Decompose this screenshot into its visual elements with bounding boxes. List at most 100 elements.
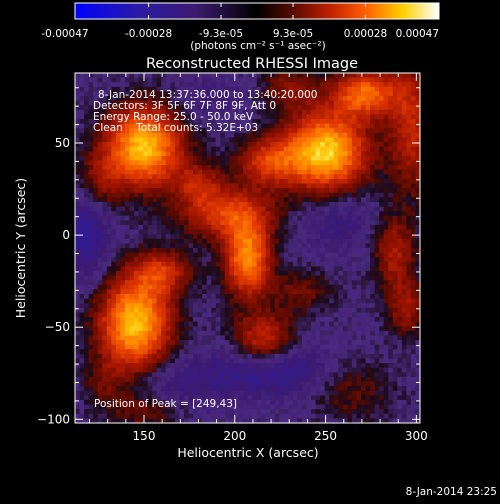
- heatmap-cell: [125, 211, 130, 216]
- heatmap-cell: [188, 230, 193, 235]
- heatmap-cell: [343, 197, 348, 202]
- heatmap-cell: [102, 248, 107, 253]
- heatmap-cell: [275, 303, 280, 308]
- heatmap-cell: [284, 174, 289, 179]
- heatmap-cell: [102, 156, 107, 161]
- heatmap-cell: [84, 289, 89, 294]
- heatmap-cell: [111, 262, 116, 267]
- heatmap-cell: [325, 368, 330, 373]
- heatmap-cell: [184, 289, 189, 294]
- heatmap-cell: [325, 354, 330, 359]
- heatmap-cell: [325, 207, 330, 212]
- heatmap-cell: [238, 345, 243, 350]
- heatmap-cell: [293, 248, 298, 253]
- heatmap-cell: [207, 285, 212, 290]
- heatmap-cell: [366, 119, 371, 124]
- heatmap-cell: [311, 78, 316, 83]
- heatmap-cell: [143, 193, 148, 198]
- heatmap-cell: [288, 110, 293, 115]
- heatmap-cell: [334, 239, 339, 244]
- heatmap-cell: [93, 184, 98, 189]
- heatmap-cell: [170, 271, 175, 276]
- heatmap-cell: [166, 184, 171, 189]
- heatmap-cell: [388, 289, 393, 294]
- heatmap-cell: [266, 216, 271, 221]
- heatmap-cell: [393, 211, 398, 216]
- heatmap-cell: [80, 322, 85, 327]
- heatmap-cell: [98, 262, 103, 267]
- heatmap-cell: [279, 368, 284, 373]
- heatmap-cell: [248, 239, 253, 244]
- heatmap-cell: [211, 207, 216, 212]
- heatmap-cell: [402, 165, 407, 170]
- heatmap-cell: [370, 359, 375, 364]
- heatmap-cell: [406, 322, 411, 327]
- heatmap-cell: [225, 363, 230, 368]
- heatmap-cell: [329, 243, 334, 248]
- heatmap-cell: [216, 202, 221, 207]
- heatmap-cell: [307, 280, 312, 285]
- heatmap-cell: [166, 220, 171, 225]
- heatmap-cell: [288, 128, 293, 133]
- heatmap-cell: [316, 105, 321, 110]
- heatmap-cell: [202, 359, 207, 364]
- heatmap-cell: [207, 372, 212, 377]
- heatmap-cell: [325, 197, 330, 202]
- heatmap-cell: [102, 202, 107, 207]
- heatmap-cell: [120, 179, 125, 184]
- heatmap-cell: [288, 299, 293, 304]
- heatmap-cell: [120, 174, 125, 179]
- heatmap-cell: [356, 239, 361, 244]
- heatmap-cell: [393, 276, 398, 281]
- heatmap-cell: [148, 207, 153, 212]
- heatmap-cell: [370, 345, 375, 350]
- heatmap-cell: [84, 359, 89, 364]
- heatmap-cell: [125, 170, 130, 175]
- heatmap-cell: [311, 253, 316, 258]
- heatmap-cell: [98, 368, 103, 373]
- heatmap-cell: [184, 225, 189, 230]
- heatmap-cell: [393, 349, 398, 354]
- heatmap-cell: [288, 216, 293, 221]
- heatmap-cell: [366, 207, 371, 212]
- heatmap-cell: [352, 91, 357, 96]
- heatmap-cell: [307, 156, 312, 161]
- heatmap-cell: [361, 331, 366, 336]
- heatmap-cell: [375, 266, 380, 271]
- heatmap-cell: [166, 257, 171, 262]
- heatmap-cell: [379, 234, 384, 239]
- heatmap-cell: [411, 188, 416, 193]
- heatmap-cell: [188, 193, 193, 198]
- heatmap-cell: [370, 151, 375, 156]
- heatmap-cell: [375, 294, 380, 299]
- heatmap-cell: [320, 257, 325, 262]
- heatmap-cell: [257, 234, 262, 239]
- heatmap-cell: [225, 372, 230, 377]
- heatmap-cell: [279, 156, 284, 161]
- heatmap-cell: [116, 234, 121, 239]
- heatmap-cell: [225, 239, 230, 244]
- heatmap-cell: [152, 363, 157, 368]
- heatmap-cell: [270, 234, 275, 239]
- heatmap-cell: [393, 78, 398, 83]
- heatmap-cell: [107, 276, 112, 281]
- heatmap-cell: [302, 285, 307, 290]
- heatmap-cell: [361, 363, 366, 368]
- heatmap-cell: [361, 110, 366, 115]
- heatmap-cell: [361, 174, 366, 179]
- heatmap-cell: [297, 220, 302, 225]
- heatmap-cell: [248, 225, 253, 230]
- heatmap-cell: [402, 368, 407, 373]
- heatmap-cell: [184, 299, 189, 304]
- heatmap-cell: [361, 114, 366, 119]
- heatmap-cell: [411, 197, 416, 202]
- heatmap-cell: [157, 147, 162, 152]
- heatmap-cell: [266, 193, 271, 198]
- heatmap-cell: [248, 151, 253, 156]
- heatmap-cell: [293, 133, 298, 138]
- heatmap-cell: [397, 170, 402, 175]
- heatmap-cell: [211, 340, 216, 345]
- heatmap-cell: [284, 82, 289, 87]
- heatmap-cell: [148, 363, 153, 368]
- heatmap-cell: [343, 349, 348, 354]
